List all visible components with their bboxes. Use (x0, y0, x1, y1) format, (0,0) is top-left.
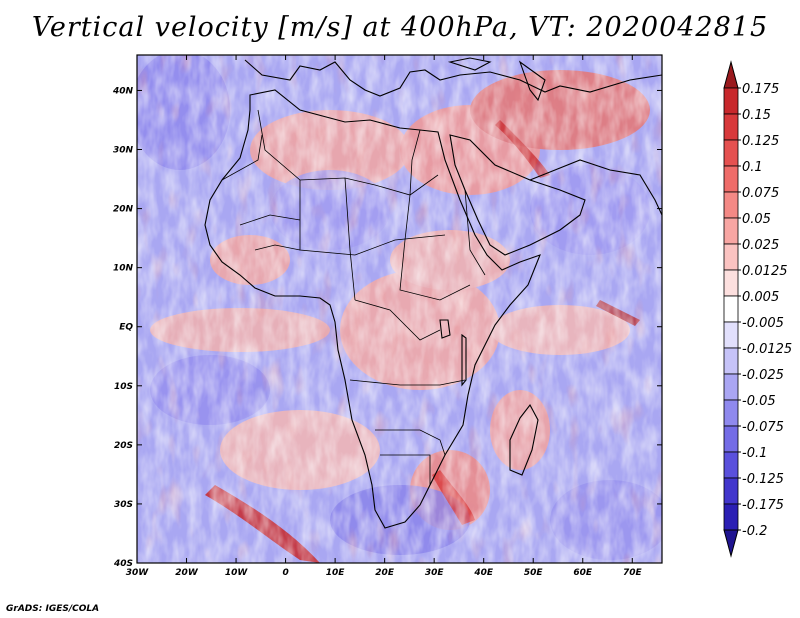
colorbar-swatch (723, 139, 739, 167)
lon-tick-label: 50E (524, 568, 544, 578)
colorbar-label: -0.025 (742, 368, 784, 383)
colorbar-swatch (723, 165, 739, 193)
colorbar-swatch (723, 425, 739, 453)
colorbar-label: -0.075 (742, 420, 784, 435)
lat-tick-label: 40N (112, 86, 134, 96)
colorbar-swatch (723, 191, 739, 219)
lat-tick-label: 20S (114, 441, 133, 451)
velocity-field (137, 55, 662, 563)
colorbar-label: -0.1 (742, 446, 767, 461)
colorbar-swatch (723, 321, 739, 349)
colorbar-swatch (723, 269, 739, 297)
colorbar-swatch (723, 243, 739, 271)
lon-tick-label: 20W (175, 568, 199, 578)
colorbar-label: -0.175 (742, 498, 784, 513)
lat-tick-label: 30S (114, 500, 133, 510)
longitude-axis: 30W 20W 10W 0 10E 20E 30E 40E 50E 60E 70E (126, 55, 643, 578)
colorbar-label: 0.1 (742, 160, 763, 175)
coastlines (204, 57, 662, 529)
colorbar-swatch (723, 295, 739, 323)
latitude-axis: 40N 30N 20N 10N EQ 10S 20S 30S 40S (112, 86, 662, 569)
colorbar-label: -0.125 (742, 472, 784, 487)
colorbar-label: -0.0125 (742, 342, 792, 357)
colorbar-label: -0.05 (742, 394, 776, 409)
lon-tick-label: 30E (425, 568, 445, 578)
colorbar-label: 0.0125 (742, 264, 788, 279)
lon-tick-label: 30W (126, 568, 150, 578)
lon-tick-label: 10E (326, 568, 346, 578)
lon-tick-label: 0 (282, 568, 288, 578)
plot-frame (136, 54, 663, 564)
lon-tick-label: 10W (225, 568, 249, 578)
lat-tick-label: 10N (113, 264, 134, 274)
colorbar-swatch (723, 399, 739, 427)
colorbar-top-arrow (723, 60, 739, 89)
colorbar: 0.175 0.15 0.125 0.1 0.075 0.05 0.025 0.0125 0.0… (723, 60, 792, 558)
colorbar-label: 0.15 (742, 108, 771, 123)
map-title: Vertical velocity [m/s] at 400hPa, VT: 2… (31, 12, 769, 43)
colorbar-label: 0.175 (742, 82, 779, 97)
colorbar-label: 0.075 (742, 186, 779, 201)
colorbar-swatch (723, 217, 739, 245)
lat-tick-label: 10S (114, 382, 133, 392)
lon-tick-label: 70E (623, 568, 643, 578)
lat-tick-label: 20N (113, 205, 134, 215)
colorbar-bottom-arrow (723, 529, 739, 558)
colorbar-label: -0.2 (742, 524, 767, 539)
colorbar-swatch (723, 347, 739, 375)
grads-credit: GrADS: IGES/COLA (6, 604, 100, 614)
country-borders (221, 109, 486, 485)
colorbar-swatch (723, 373, 739, 401)
colorbar-swatch (723, 113, 739, 141)
lon-tick-label: 60E (573, 568, 593, 578)
colorbar-label: 0.05 (742, 212, 771, 227)
lat-tick-label: EQ (119, 323, 133, 333)
colorbar-label: 0.125 (742, 134, 779, 149)
colorbar-label: 0.005 (742, 290, 779, 305)
colorbar-swatch (723, 87, 739, 115)
lon-tick-label: 40E (473, 568, 494, 578)
colorbar-label: -0.005 (742, 316, 784, 331)
colorbar-label: 0.025 (742, 238, 779, 253)
lat-tick-label: 30N (113, 146, 134, 156)
colorbar-swatch (723, 451, 739, 479)
lat-tick-label: 40S (113, 559, 133, 569)
colorbar-swatch (723, 503, 739, 531)
lon-tick-label: 20E (375, 568, 395, 578)
colorbar-swatch (723, 477, 739, 505)
